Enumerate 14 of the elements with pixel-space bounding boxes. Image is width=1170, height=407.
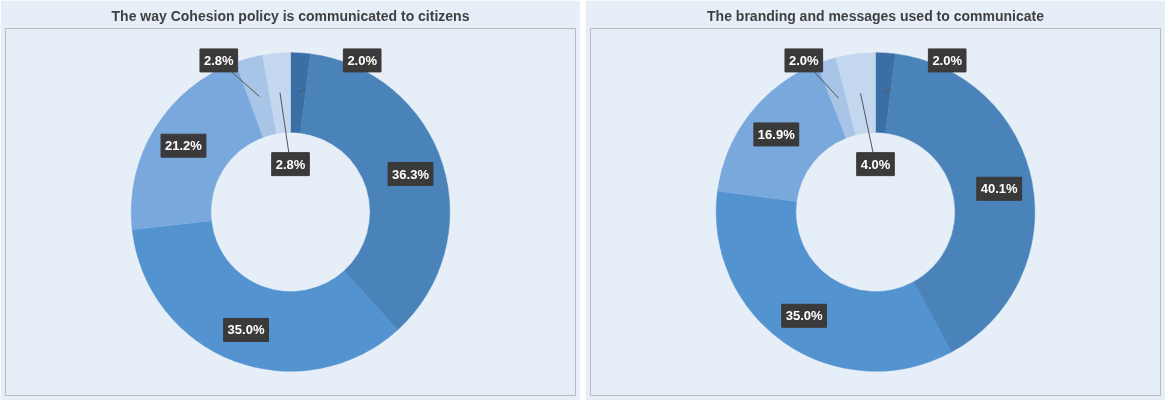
chart-title: The way Cohesion policy is communicated to citizens: [111, 7, 470, 24]
data-label: 21.2%: [165, 138, 203, 154]
data-label: 2.8%: [203, 52, 235, 68]
data-label: 35.0%: [227, 322, 265, 338]
data-label: 2.8%: [275, 156, 306, 172]
data-label: 36.3%: [392, 166, 430, 182]
data-label: 4.0%: [860, 156, 891, 172]
data-label: 40.1%: [980, 181, 1019, 197]
data-label: 35.0%: [785, 308, 823, 324]
data-label: 16.9%: [757, 126, 796, 142]
data-label: 2.0%: [347, 52, 378, 68]
data-label: 2.0%: [788, 52, 820, 68]
chart-title: The branding and messages used to communicate: [707, 7, 1045, 24]
data-label: 2.0%: [932, 52, 963, 68]
